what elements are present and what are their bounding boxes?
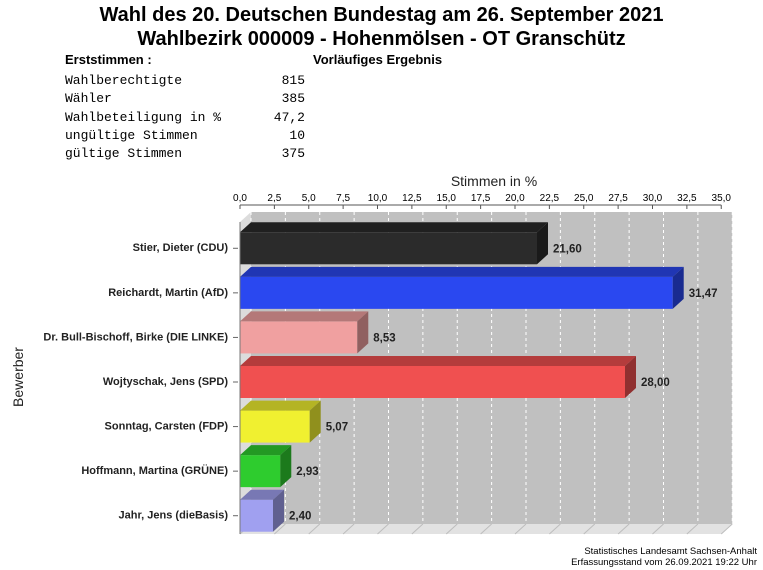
x-tick-label: 12,5 xyxy=(402,193,422,204)
chart-title-line1: Wahl des 20. Deutschen Bundestag am 26. … xyxy=(99,4,664,26)
x-tick-label: 2,5 xyxy=(267,193,281,204)
stat-label: Wahlberechtigte xyxy=(65,73,183,88)
floor-gridline xyxy=(411,523,424,535)
bar-front xyxy=(240,232,537,265)
floor-gridline xyxy=(342,523,355,535)
category-label: Jahr, Jens (dieBasis) xyxy=(119,510,229,522)
floor-gridline xyxy=(274,523,286,535)
stat-row: Wähler 385 xyxy=(65,90,310,108)
bar-top xyxy=(240,356,636,366)
stat-value: 10 xyxy=(289,127,305,143)
y-axis-label: Bewerber xyxy=(10,347,26,407)
bar-top xyxy=(240,311,369,322)
bar-top xyxy=(240,400,321,411)
bar-side xyxy=(672,266,684,309)
stat-label: Wahlbeteiligung in % xyxy=(65,109,222,125)
data-label: 31,47 xyxy=(689,288,718,300)
x-tick-label: 25,0 xyxy=(574,193,594,204)
category-label: Hoffmann, Martina (GRÜNE) xyxy=(81,464,228,477)
stat-row: Wahlbeteiligung in % 47,2 xyxy=(65,109,310,127)
x-tick-label: 27,5 xyxy=(608,193,628,204)
stat-value: 375 xyxy=(281,146,305,162)
floor-gridline xyxy=(480,523,492,535)
x-tick-label: 15,0 xyxy=(437,193,457,204)
category-label: Dr. Bull-Bischoff, Birke (DIE LINKE) xyxy=(43,331,228,343)
data-label: 2,40 xyxy=(289,511,311,523)
bar-side xyxy=(357,311,369,354)
bar-front xyxy=(240,366,625,398)
category-label: Stier, Dieter (CDU) xyxy=(133,242,229,254)
x-tick-label: 10,0 xyxy=(368,193,388,204)
x-tick-label: 17,5 xyxy=(471,193,491,204)
bar-front xyxy=(240,455,281,488)
data-label: 21,60 xyxy=(553,243,582,255)
x-tick-label: 32,5 xyxy=(677,193,697,204)
stat-row: Wahlberechtigte 815 xyxy=(65,72,310,90)
x-tick-label: 7,5 xyxy=(336,193,350,204)
bar-front xyxy=(240,276,673,309)
x-tick-label: 5,0 xyxy=(302,193,316,204)
x-axis-label: Stimmen in % xyxy=(451,173,537,189)
bar-top xyxy=(240,222,548,233)
stat-label: Wähler xyxy=(65,91,112,107)
category-label: Sonntag, Carsten (FDP) xyxy=(105,420,229,432)
section-label: Erststimmen : xyxy=(65,52,152,67)
floor-gridline xyxy=(445,523,458,535)
floor-gridline xyxy=(720,523,733,535)
floor-gridline xyxy=(583,523,596,535)
bar-side xyxy=(280,445,292,488)
floor-gridline xyxy=(686,523,699,535)
bar-top xyxy=(240,266,684,277)
floor-gridline xyxy=(549,523,561,535)
bar-side xyxy=(309,400,321,443)
x-tick-label: 22,5 xyxy=(540,193,560,204)
stat-row: ungültige Stimmen 10 xyxy=(65,127,310,145)
floor-gridline xyxy=(514,523,527,535)
bar-side xyxy=(537,222,548,265)
footer-timestamp: Erfassungsstand vom 26.09.2021 19:22 Uhr xyxy=(571,557,757,568)
floor-gridline xyxy=(308,523,321,535)
chart-title-line2: Wahlbezirk 000009 - Hohenmölsen - OT Gra… xyxy=(137,28,626,50)
plot-area: 0,0 2,5 5,0 7,5 10,0 12,5 15,0 17,5 20,0 22,5 25,0… xyxy=(43,193,733,535)
stat-label: gültige Stimmen xyxy=(65,146,183,162)
stat-value: 815 xyxy=(281,73,305,88)
stats-table: Wahlberechtigte 815 Wähler 385 Wahlbetei… xyxy=(65,72,310,163)
data-label: 2,93 xyxy=(296,466,318,478)
data-label: 8,53 xyxy=(373,332,395,344)
category-label: Reichardt, Martin (AfD) xyxy=(108,287,228,299)
floor-gridline xyxy=(617,523,630,535)
stat-label: ungültige Stimmen xyxy=(65,127,198,143)
data-label: 28,00 xyxy=(641,377,670,389)
bar-front xyxy=(240,321,358,354)
bar-front xyxy=(240,410,310,443)
floor-gridline xyxy=(652,523,664,535)
stat-value: 47,2 xyxy=(273,109,305,125)
result-status: Vorläufiges Ergebnis xyxy=(313,52,443,67)
x-tick-label: 20,0 xyxy=(505,193,525,204)
bar-top xyxy=(240,445,292,456)
bar-side xyxy=(625,356,636,398)
x-tick-label: 30,0 xyxy=(643,193,663,204)
x-tick-label: 35,0 xyxy=(712,193,732,204)
bar-side xyxy=(273,489,284,532)
floor-gridline xyxy=(377,523,389,535)
stat-row: gültige Stimmen 375 xyxy=(65,145,310,163)
x-tick-label: 0,0 xyxy=(233,193,247,204)
footer-source: Statistisches Landesamt Sachsen-Anhalt xyxy=(584,546,757,557)
bar-top xyxy=(240,489,284,500)
stat-value: 385 xyxy=(281,91,305,107)
data-label: 5,07 xyxy=(326,422,348,434)
category-label: Wojtyschak, Jens (SPD) xyxy=(103,376,228,388)
bar-front xyxy=(240,499,273,532)
